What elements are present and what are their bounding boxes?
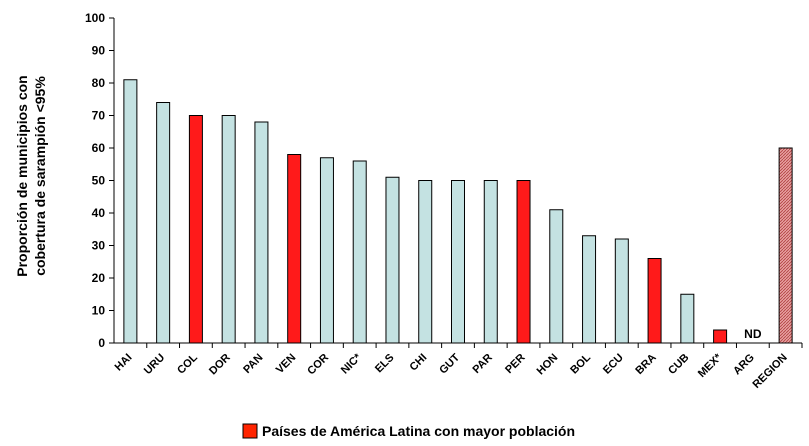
y-tick-label: 100: [85, 11, 105, 25]
bar-region: [778, 147, 793, 344]
x-tick-label: PAN: [241, 352, 265, 376]
nd-annotation: ND: [744, 327, 762, 341]
x-tick-label: COL: [175, 351, 200, 376]
bar-dor: [221, 115, 236, 344]
x-tick-label: ECU: [601, 352, 626, 377]
y-tick-label: 50: [92, 174, 106, 188]
y-tick-label: 70: [92, 109, 106, 123]
y-tick-label: 20: [92, 271, 106, 285]
x-tick-label: ARG: [731, 352, 757, 378]
x-tick-label: BOL: [568, 351, 593, 376]
bar-ecu: [614, 238, 629, 344]
y-tick-label: 60: [92, 141, 106, 155]
x-tick-label: COR: [305, 352, 331, 378]
bar-chi: [418, 180, 433, 344]
y-tick-label: 80: [92, 76, 106, 90]
bar-par: [483, 180, 498, 344]
x-tick-label: PAR: [471, 352, 495, 376]
x-tick-label: NIC*: [339, 351, 364, 376]
bar-cub: [680, 293, 695, 344]
y-axis-title: Proporción de municipios con cobertura d…: [14, 75, 48, 276]
x-tick-label: MEX*: [696, 351, 725, 380]
bar-pan: [254, 121, 269, 344]
bar-nic: [352, 160, 367, 344]
x-tick-label: VEN: [274, 352, 299, 377]
x-tick-label: ELS: [373, 352, 397, 376]
x-tick-label: HON: [535, 352, 561, 378]
y-tick-label: 40: [92, 206, 106, 220]
bar-bol: [582, 235, 597, 344]
bar-els: [385, 176, 400, 344]
bar-ven: [287, 154, 302, 344]
x-tick-label: DOR: [207, 352, 233, 378]
y-axis-title-line1: Proporción de municipios con: [14, 75, 30, 276]
bar-bra: [647, 258, 662, 344]
bar-mex: [713, 329, 728, 344]
x-tick-label: CUB: [666, 352, 691, 377]
bar-hon: [549, 209, 564, 344]
x-tick-label: BRA: [633, 352, 658, 377]
y-tick-label: 30: [92, 239, 106, 253]
bar-gut: [451, 180, 465, 344]
bar-hai: [123, 79, 138, 344]
legend-label: Países de América Latina con mayor pobla…: [262, 423, 575, 439]
x-tick-label: CHI: [407, 352, 429, 374]
bar-cor: [319, 157, 334, 344]
y-tick-label: 10: [92, 304, 106, 318]
x-tick-label: HAI: [113, 352, 135, 374]
y-axis-title-line2: cobertura de sarampión <95%: [32, 76, 48, 276]
bar-per: [516, 180, 531, 344]
y-tick-label: 0: [98, 336, 105, 350]
y-tick-label: 90: [92, 44, 106, 58]
x-tick-label: GUT: [437, 351, 462, 376]
x-tick-label: REGION: [751, 352, 790, 391]
bar-uru: [156, 102, 171, 344]
x-tick-label: URU: [142, 352, 167, 377]
bar-col: [188, 115, 203, 344]
x-tick-label: PER: [503, 352, 528, 377]
legend-swatch: [242, 423, 258, 439]
